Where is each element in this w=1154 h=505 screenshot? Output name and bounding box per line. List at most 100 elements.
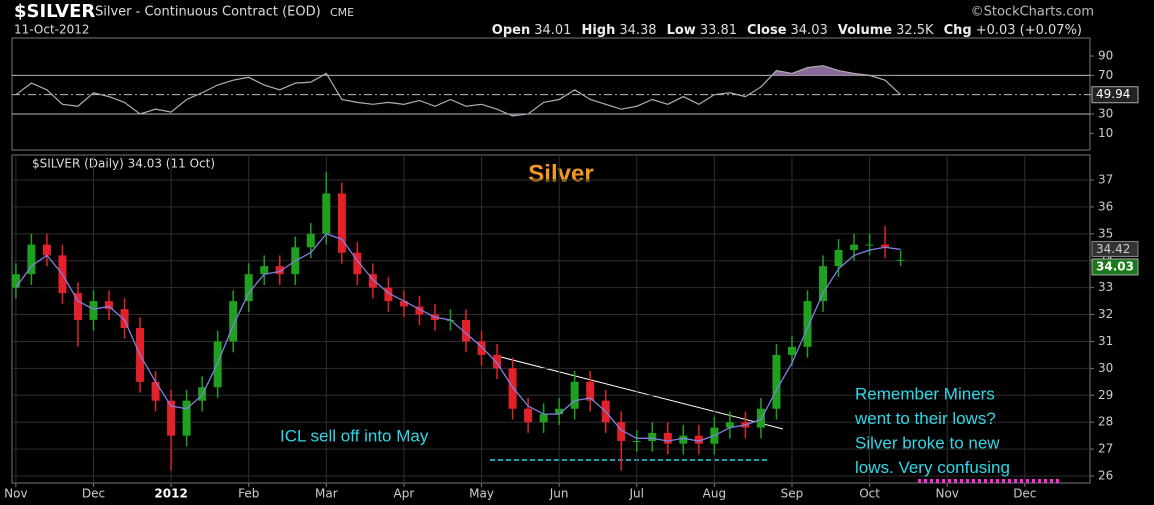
candle-body <box>182 400 191 436</box>
ma-label: 34.42 <box>1096 242 1130 256</box>
x-tick-label: Sep <box>781 487 804 501</box>
date: 11-Oct-2012 <box>14 23 90 37</box>
candle-body <box>399 301 408 307</box>
candle-body <box>648 432 657 442</box>
candle-body <box>415 306 424 315</box>
candle-body <box>725 422 734 428</box>
candle-body <box>353 252 362 275</box>
x-tick-label: 2012 <box>154 487 187 501</box>
candle-body <box>586 381 595 401</box>
candle-body <box>260 266 269 275</box>
candle-body <box>27 244 36 275</box>
y-tick-label: 28 <box>1098 415 1113 429</box>
legend: $SILVER (Daily) 34.03 (11 Oct) <box>32 157 215 171</box>
x-tick-label: Jun <box>549 487 569 501</box>
source: ©StockCharts.com <box>971 5 1094 20</box>
x-tick-label: Jul <box>629 487 644 501</box>
stat-value: 34.01 <box>534 23 571 38</box>
candle-body <box>73 293 82 320</box>
candle-body <box>244 274 253 302</box>
stat-label: High <box>581 23 615 38</box>
candle-body <box>632 441 641 443</box>
close-box <box>1091 258 1139 276</box>
candle-body <box>306 233 315 248</box>
symbol: $SILVER <box>14 1 95 22</box>
candle-body <box>896 259 905 261</box>
y-tick-label: 35 <box>1098 226 1113 240</box>
rsi-line <box>15 65 902 117</box>
candle-body <box>384 287 393 302</box>
y-tick-label: 26 <box>1098 469 1113 483</box>
description: Silver - Continuous Contract (EOD) <box>95 5 321 20</box>
stat-value: 34.38 <box>619 23 656 38</box>
x-tick-label: Nov <box>935 487 958 501</box>
candle-body <box>787 346 796 355</box>
candle-body <box>493 354 502 369</box>
candle-body <box>105 301 114 310</box>
candle-body <box>570 381 579 409</box>
chart-title: Silver <box>528 160 593 187</box>
candle-body <box>275 266 284 275</box>
x-tick-label: May <box>469 487 494 501</box>
annotation-line: went to their lows? <box>854 409 996 428</box>
y-tick-label: 29 <box>1098 388 1113 402</box>
moving-average <box>15 233 901 442</box>
close-label: 34.03 <box>1096 259 1134 273</box>
candle-body <box>617 422 626 442</box>
stat-label: Low <box>667 23 696 38</box>
x-tick-label: Nov <box>4 487 27 501</box>
candle-body <box>477 341 486 355</box>
candle-body <box>834 249 843 267</box>
candle-body <box>850 244 859 250</box>
y-tick-label: 30 <box>1098 106 1113 120</box>
candle-body <box>881 244 890 248</box>
y-tick-label: 32 <box>1098 307 1113 321</box>
stat-label: Close <box>747 23 787 38</box>
stat-label: Chg <box>944 23 972 38</box>
stat-value: 33.81 <box>700 23 737 38</box>
candle-body <box>42 244 51 256</box>
candle-body <box>539 414 548 423</box>
candle-body <box>89 301 98 320</box>
stat-value: 32.5K <box>896 23 934 38</box>
annotation-line: Remember Miners <box>855 384 995 403</box>
candle-body <box>167 400 176 436</box>
overbought-fill <box>15 65 901 76</box>
ma-box <box>1091 240 1139 257</box>
price-panel <box>11 154 1091 484</box>
candle-body <box>524 408 533 423</box>
stats: Open 34.01 High 34.38 Low 33.81 Close 34.03 Volu… <box>492 23 1082 38</box>
candle-body <box>819 266 828 302</box>
candle-body <box>803 301 812 347</box>
y-tick-label: 31 <box>1098 334 1113 348</box>
x-tick-label: Apr <box>394 487 415 501</box>
x-tick-label: Oct <box>859 487 880 501</box>
y-tick-label: 37 <box>1098 173 1113 187</box>
rsi-panel <box>11 37 1091 151</box>
candle-body <box>368 274 377 288</box>
annotation-line: lows. Very confusing <box>855 458 1010 477</box>
x-tick-label: Feb <box>238 487 259 501</box>
x-tick-label: Mar <box>315 487 338 501</box>
candle-body <box>322 193 331 234</box>
candle-body <box>11 274 20 288</box>
candle-body <box>694 435 703 444</box>
stat-value: +0.03 (+0.07%) <box>976 23 1082 38</box>
value-box <box>1091 86 1139 104</box>
x-tick-label: Dec <box>1013 487 1036 501</box>
candle-body <box>229 301 238 342</box>
candle-body <box>679 435 688 444</box>
stat-value: 34.03 <box>791 23 828 38</box>
y-tick-label: 90 <box>1098 49 1113 63</box>
candle-body <box>555 408 564 415</box>
candle-body <box>462 319 471 342</box>
candle-body <box>337 193 346 253</box>
candle-body <box>772 354 781 409</box>
y-tick-label: 33 <box>1098 280 1113 294</box>
candle-body <box>508 368 517 409</box>
stat-label: Volume <box>838 23 893 38</box>
candle-body <box>865 244 874 246</box>
candle-body <box>663 432 672 444</box>
